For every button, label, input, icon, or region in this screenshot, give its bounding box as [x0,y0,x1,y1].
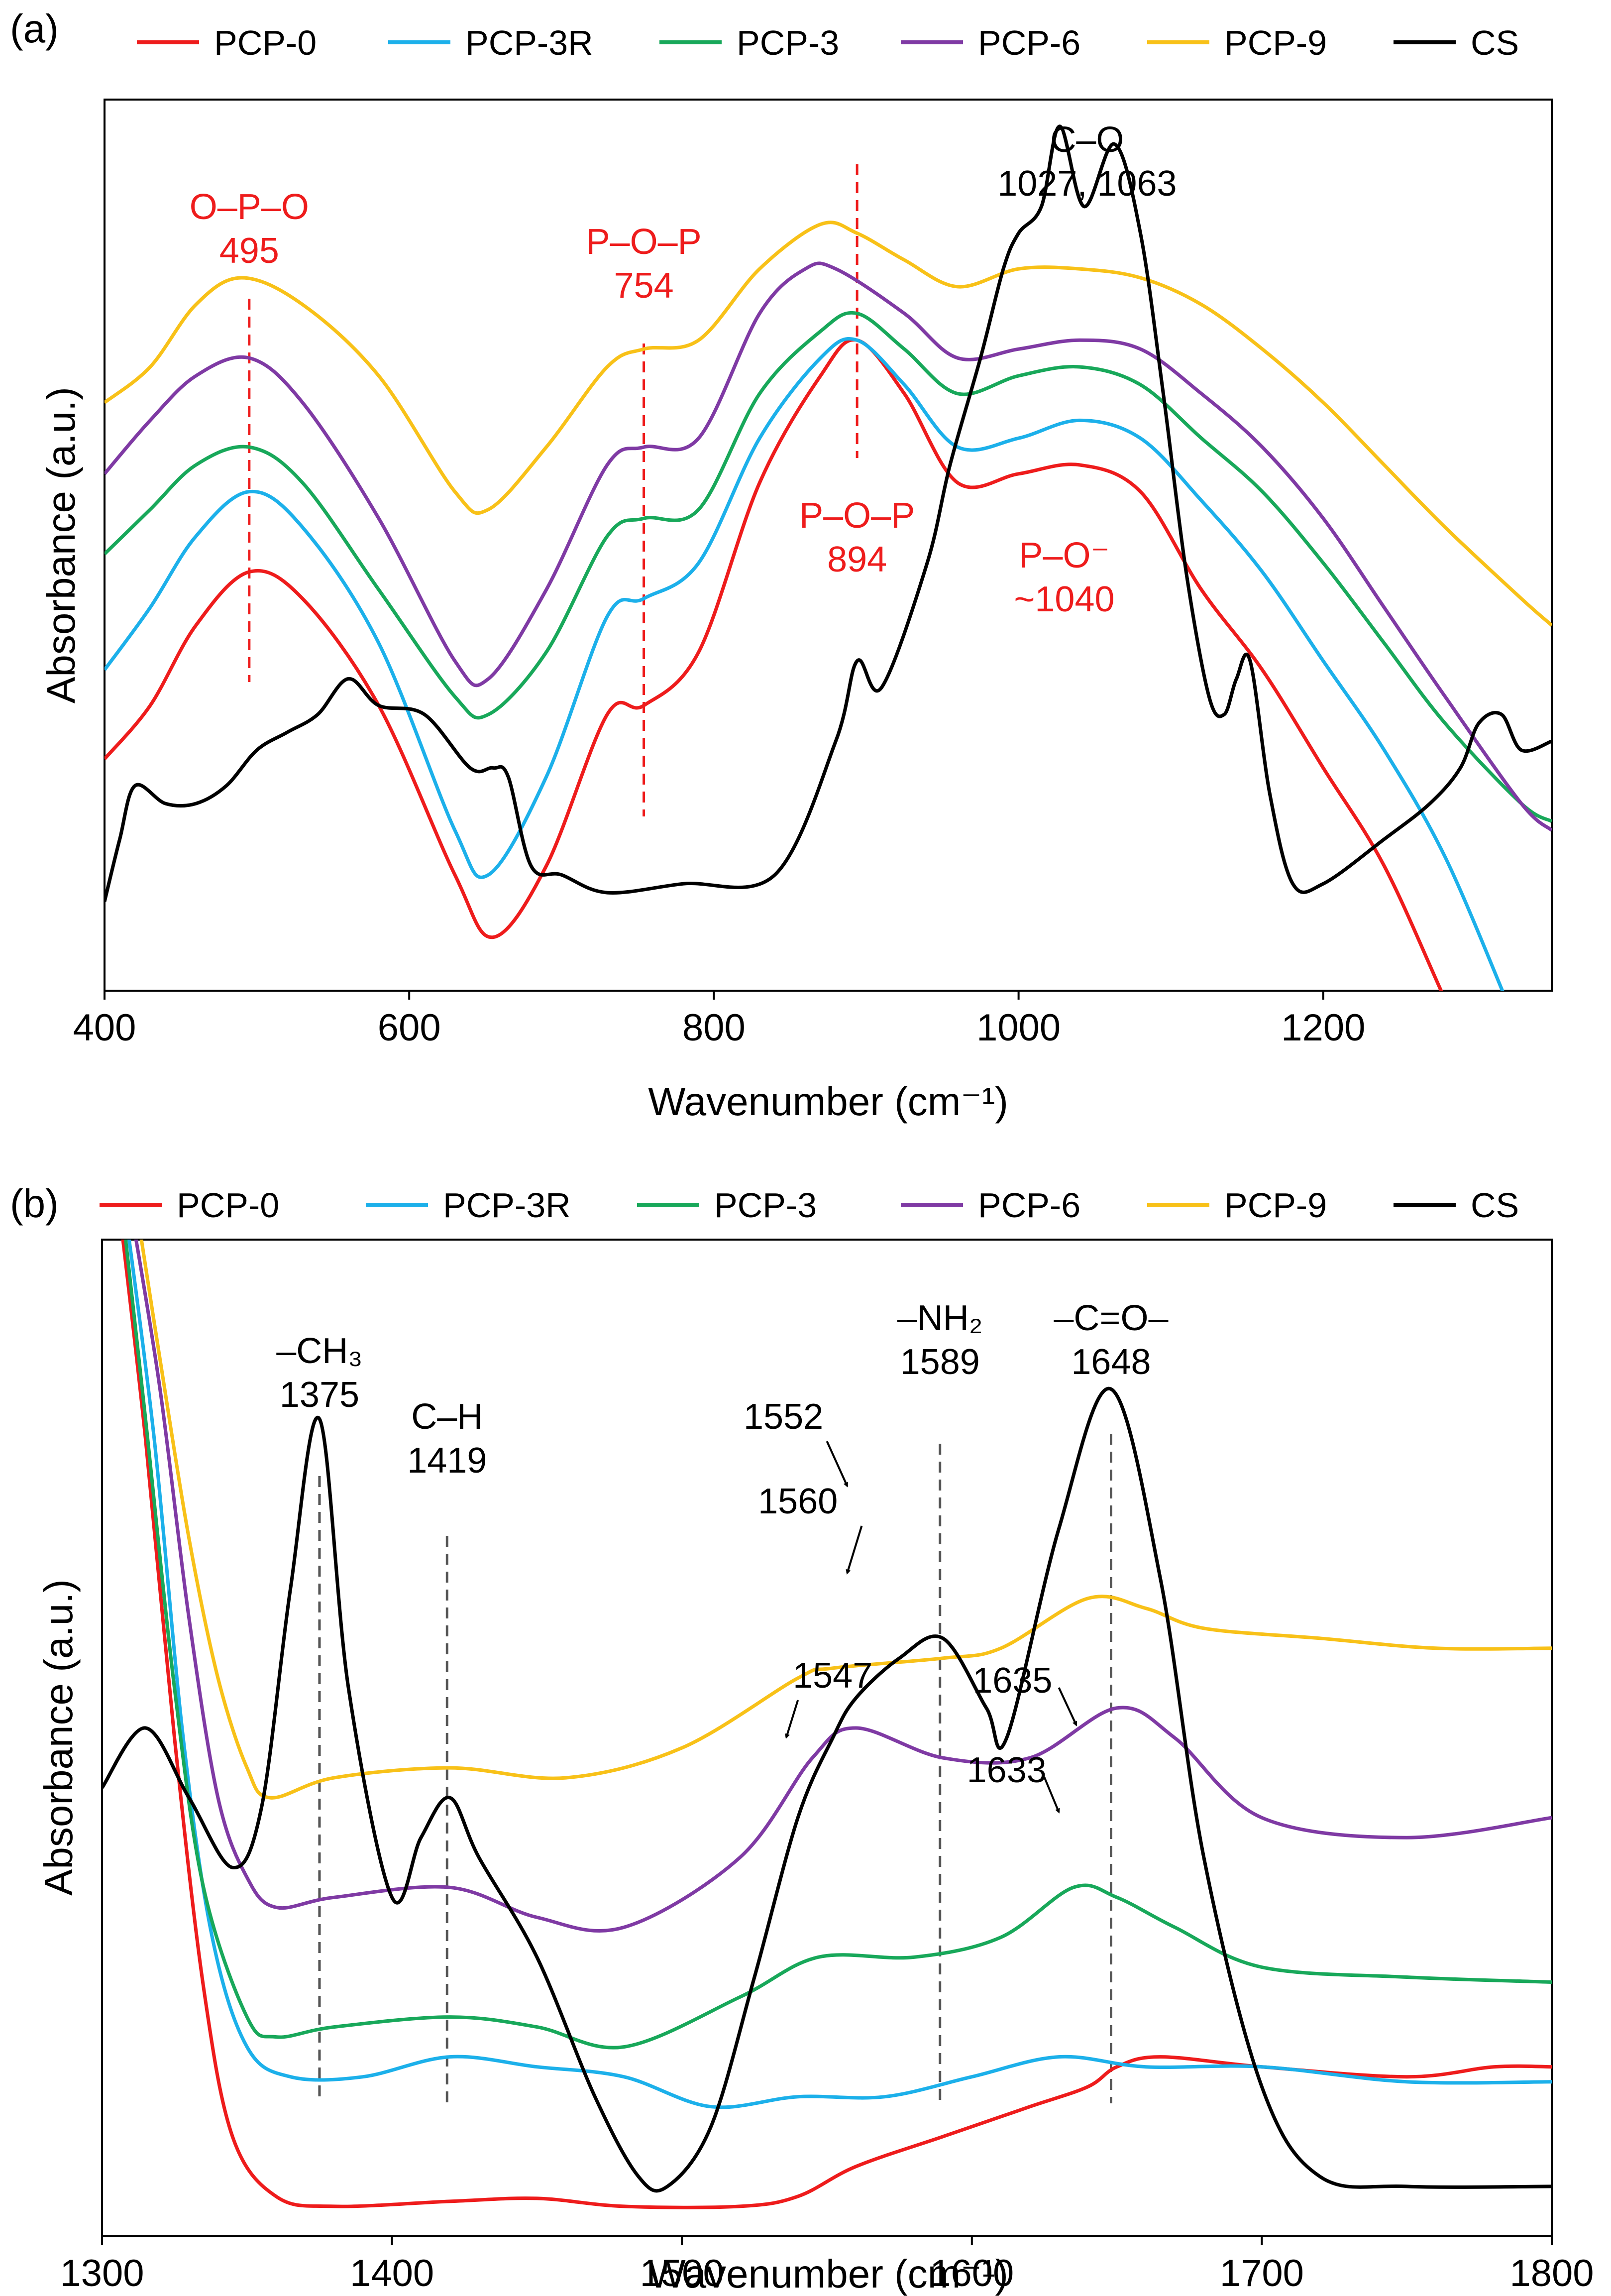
annotation-arrow-b-1633 [1043,1777,1060,1814]
annotation-a-1-line-1: 754 [614,266,674,306]
series-line-a-pcp-9 [105,221,1552,627]
x-axis-title-a: Wavenumber (cm⁻¹) [648,1079,1008,1124]
panel-b-label: (b) [10,1181,59,1226]
legend-a-item-pcp-3: PCP-3 [659,23,839,62]
legend-b-item-pcp-9: PCP-9 [1147,1186,1327,1225]
series-b [102,1240,1552,2209]
x-tick-label-b-1500: 1500 [640,2252,724,2295]
x-axis-b: 1300 1400 1500 1600 1700 1800 [60,2236,1594,2295]
legend-a-item-pcp-6: PCP-6 [901,23,1080,62]
svg-text:PCP-3R: PCP-3R [443,1186,571,1225]
legend-b-item-pcp-6: PCP-6 [901,1186,1080,1225]
x-tick-label-b-1800: 1800 [1509,2252,1594,2295]
annotation-a-1-line-0: P–O–P [586,222,702,262]
annotation-arrow-b-1560 [846,1525,863,1575]
x-tick-label-b-1600: 1600 [930,2252,1014,2295]
svg-text:PCP-0: PCP-0 [214,23,317,62]
annotation-b-1-line-0: C–H [411,1397,483,1437]
series-line-b-pcp-6 [134,1240,1552,1933]
annotation-arrow-b-1552 [826,1441,849,1488]
x-tick-label-a-800: 800 [682,1007,746,1049]
reference-lines-a [248,164,859,816]
legend-b-item-pcp-3: PCP-3 [637,1186,817,1225]
plot-area-a [104,99,1553,992]
annotation-b-8-line-0: 1633 [967,1750,1047,1790]
y-axis-title-a: Absorbance (a.u.) [39,387,83,703]
legend-b-item-pcp-0: PCP-0 [100,1186,279,1225]
legend-a-item-pcp-0: PCP-0 [137,23,317,62]
svg-text:PCP-0: PCP-0 [177,1186,279,1225]
legend-a-item-cs: CS [1394,23,1519,62]
annotation-a-0-line-0: O–P–O [190,187,309,227]
panel-a-label: (a) [10,6,59,51]
svg-text:PCP-3R: PCP-3R [465,23,593,62]
x-tick-label-b-1300: 1300 [60,2252,144,2295]
series-line-a-pcp-6 [105,261,1552,832]
x-tick-label-b-1700: 1700 [1220,2252,1304,2295]
legend-a-item-pcp-9: PCP-9 [1147,23,1327,62]
annotation-b-5-line-0: 1560 [758,1482,838,1521]
plot-area-b [101,1239,1553,2237]
x-tick-label-a-600: 600 [378,1007,441,1049]
series-line-a-pcp-0 [105,338,1443,991]
reference-lines-b [318,1434,1112,2103]
svg-text:PCP-6: PCP-6 [978,1186,1080,1225]
annotation-arrow-b-1547 [785,1700,799,1739]
annotation-a-4-line-0: C–O [1050,120,1124,160]
series-line-b-pcp-0 [121,1240,1552,2209]
annotation-a-3-line-0: P–O⁻ [1019,536,1109,575]
legend-b-item-cs: CS [1394,1186,1519,1225]
annotation-b-4-line-0: 1552 [744,1397,823,1437]
x-tick-label-a-1200: 1200 [1281,1007,1365,1049]
y-axis-title-b: Absorbance (a.u.) [36,1579,81,1896]
annotation-b-1-line-1: 1419 [407,1441,487,1481]
series-a [105,124,1552,991]
x-axis-title-b: Wavenumber (cm⁻¹) [648,2252,1008,2296]
x-tick-label-a-1000: 1000 [976,1007,1061,1049]
svg-text:PCP-3: PCP-3 [714,1186,817,1225]
svg-text:PCP-3: PCP-3 [737,23,839,62]
svg-text:PCP-9: PCP-9 [1224,1186,1327,1225]
series-line-a-pcp-3r [105,337,1504,991]
annotation-b-6-line-0: 1547 [793,1656,872,1696]
annotation-b-0-line-1: 1375 [280,1375,359,1415]
annotation-b-2-line-0: –NH₂ [897,1298,983,1338]
annotation-a-2-line-0: P–O–P [799,496,915,536]
annotation-b-3-line-0: –C=O– [1054,1298,1169,1338]
legend-b: PCP-0 PCP-3R PCP-3 PCP-6 PCP-9 CS [100,1186,1519,1225]
svg-text:CS: CS [1471,23,1519,62]
annotation-b-3-line-1: 1648 [1071,1342,1151,1382]
legend-a-item-pcp-3r: PCP-3R [388,23,593,62]
annotation-a-2-line-1: 894 [827,540,887,579]
series-line-b-pcp-3 [123,1240,1552,2050]
x-axis-a: 400 600 800 1000 1200 [73,991,1365,1049]
annotation-a-3-line-1: ~1040 [1014,579,1114,619]
annotation-b-7-line-0: 1635 [972,1661,1052,1701]
series-line-b-cs [102,1386,1552,2193]
legend-b-item-pcp-3r: PCP-3R [366,1186,571,1225]
series-line-b-pcp-3r [127,1240,1552,2109]
series-line-a-cs [105,124,1552,902]
x-tick-label-b-1400: 1400 [350,2252,434,2295]
annotation-a-4-line-1: 1027, 1063 [997,164,1177,204]
svg-text:CS: CS [1471,1186,1519,1225]
annotation-b-0-line-0: –CH₃ [276,1331,362,1371]
svg-text:PCP-9: PCP-9 [1224,23,1327,62]
svg-text:PCP-6: PCP-6 [978,23,1080,62]
series-line-a-pcp-3 [105,311,1552,823]
annotation-b-2-line-1: 1589 [900,1342,980,1382]
x-tick-label-a-400: 400 [73,1007,136,1049]
annotation-arrow-b-1635 [1058,1687,1077,1726]
series-line-b-pcp-9 [139,1240,1552,1800]
panel-a: (a) PCP-0 PCP-3R PCP-3 PCP-6 PCP-9 CS 40… [10,6,1553,1124]
legend-a: PCP-0 PCP-3R PCP-3 PCP-6 PCP-9 CS [137,23,1519,62]
annotation-a-0-line-1: 495 [219,231,279,271]
panel-b: (b) PCP-0 PCP-3R PCP-3 PCP-6 PCP-9 CS 13… [10,1181,1594,2296]
